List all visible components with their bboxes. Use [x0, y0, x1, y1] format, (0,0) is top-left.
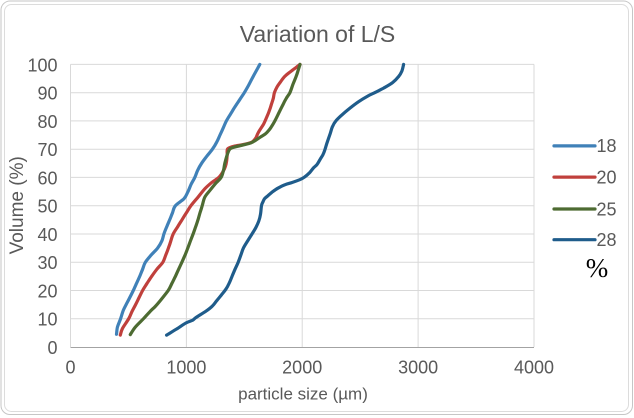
svg-text:70: 70 [37, 140, 57, 160]
svg-text:60: 60 [37, 168, 57, 188]
svg-text:80: 80 [37, 112, 57, 132]
svg-text:18: 18 [597, 136, 617, 156]
svg-text:particle size (µm): particle size (µm) [238, 385, 368, 404]
svg-text:0: 0 [47, 338, 57, 358]
svg-text:1000: 1000 [166, 357, 206, 377]
svg-text:28: 28 [597, 230, 617, 250]
svg-text:20: 20 [597, 167, 617, 187]
svg-text:2000: 2000 [282, 357, 322, 377]
svg-text:4000: 4000 [514, 357, 554, 377]
svg-text:30: 30 [37, 253, 57, 273]
svg-text:Volume (%): Volume (%) [7, 156, 28, 254]
svg-text:50: 50 [37, 197, 57, 217]
svg-text:20: 20 [37, 281, 57, 301]
svg-text:90: 90 [37, 84, 57, 104]
svg-text:3000: 3000 [398, 357, 438, 377]
svg-text:10: 10 [37, 310, 57, 330]
svg-text:Variation of L/S: Variation of L/S [240, 21, 396, 47]
svg-text:100: 100 [27, 55, 57, 75]
svg-text:%: % [586, 253, 609, 283]
svg-text:0: 0 [65, 357, 75, 377]
svg-text:25: 25 [597, 199, 617, 219]
svg-text:40: 40 [37, 225, 57, 245]
